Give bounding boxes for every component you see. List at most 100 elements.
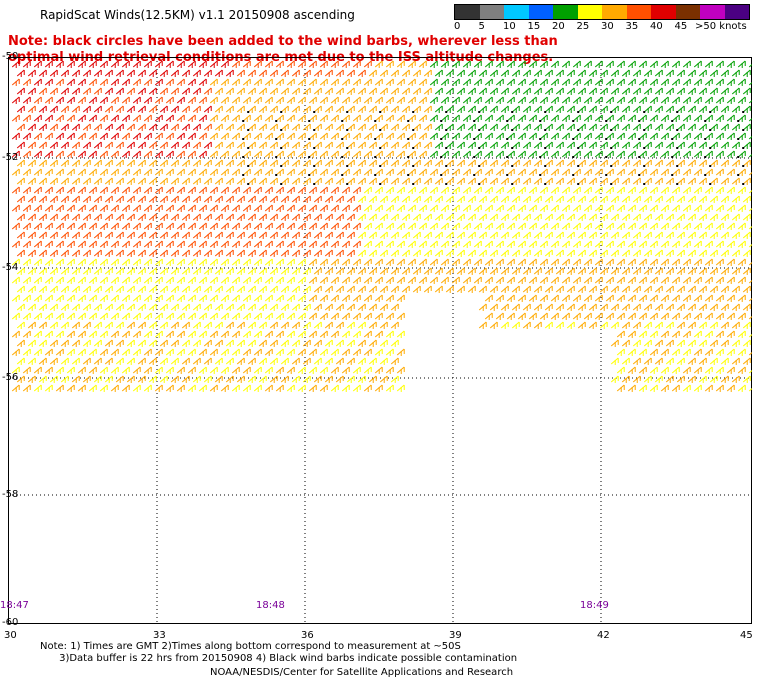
lat-tick--52: -52: [2, 152, 19, 163]
wind-barb: [500, 87, 509, 95]
wind-barb: [280, 357, 289, 365]
wind-barb: [121, 96, 130, 104]
wind-barb: [533, 321, 542, 329]
wind-barb: [159, 339, 168, 347]
wind-barb: [654, 339, 663, 347]
wind-barb: [209, 96, 218, 104]
wind-barb: [539, 258, 548, 266]
wind-barb: [379, 177, 388, 185]
wind-barb: [445, 267, 454, 275]
wind-barb: [539, 132, 548, 140]
wind-barb: [242, 384, 251, 392]
wind-barb: [478, 231, 487, 239]
wind-barb: [209, 222, 218, 230]
wind-barb: [665, 141, 674, 149]
wind-barb: [396, 132, 405, 140]
wind-barb: [649, 348, 658, 356]
wind-barb: [654, 321, 663, 329]
wind-barb: [720, 303, 729, 311]
wind-barb: [264, 222, 273, 230]
wind-barb: [170, 105, 179, 113]
wind-barb: [731, 303, 740, 311]
wind-barb: [44, 276, 53, 284]
wind-barb: [242, 204, 251, 212]
wind-barb: [687, 213, 696, 221]
time-label-2: 18:49: [580, 600, 609, 611]
wind-barb: [176, 186, 185, 194]
wind-barb: [539, 240, 548, 248]
wind-barb: [676, 267, 685, 275]
wind-barb: [49, 285, 58, 293]
wind-barb: [396, 168, 405, 176]
wind-barb: [731, 141, 740, 149]
wind-barb: [220, 330, 229, 338]
wind-barb: [396, 240, 405, 248]
wind-barb: [594, 60, 603, 68]
wind-barb: [27, 339, 36, 347]
wind-barb: [33, 366, 42, 374]
wind-barb: [346, 177, 355, 185]
wind-barb: [709, 231, 718, 239]
wind-barb: [671, 312, 680, 320]
wind-barb: [308, 150, 317, 158]
wind-barb: [632, 375, 641, 383]
wind-barb: [489, 303, 498, 311]
wind-barb: [616, 258, 625, 266]
wind-barb: [407, 60, 416, 68]
wind-barb: [709, 375, 718, 383]
wind-barb: [77, 132, 86, 140]
wind-barb: [467, 87, 476, 95]
wind-barb: [698, 357, 707, 365]
wind-barb: [93, 213, 102, 221]
wind-barb: [561, 222, 570, 230]
wind-barb: [610, 339, 619, 347]
wind-barb: [374, 96, 383, 104]
wind-barb: [154, 222, 163, 230]
wind-barb: [643, 213, 652, 221]
wind-barb: [687, 303, 696, 311]
wind-barb: [269, 303, 278, 311]
wind-barb: [181, 375, 190, 383]
wind-barb: [693, 132, 702, 140]
wind-barb: [627, 60, 636, 68]
wind-barb: [115, 267, 124, 275]
wind-barb: [143, 366, 152, 374]
wind-barb: [115, 105, 124, 113]
wind-barb: [236, 357, 245, 365]
wind-barb: [225, 303, 234, 311]
wind-barb: [511, 321, 520, 329]
wind-barb: [731, 375, 740, 383]
wind-barb: [649, 222, 658, 230]
wind-barb: [511, 267, 520, 275]
wind-barb: [121, 240, 130, 248]
credit-line: NOAA/NESDIS/Center for Satellite Applica…: [210, 667, 514, 678]
wind-barb: [616, 204, 625, 212]
wind-barb: [308, 294, 317, 302]
wind-barb: [566, 87, 575, 95]
wind-barb: [280, 267, 289, 275]
wind-barb: [572, 258, 581, 266]
wind-barb: [698, 69, 707, 77]
wind-barb: [737, 168, 746, 176]
wind-barb: [506, 60, 515, 68]
wind-barb: [533, 195, 542, 203]
wind-barb: [170, 69, 179, 77]
wind-barb: [99, 78, 108, 86]
wind-barb: [319, 222, 328, 230]
wind-barb: [55, 240, 64, 248]
wind-barb: [77, 150, 86, 158]
wind-barb: [187, 258, 196, 266]
wind-barb: [709, 159, 718, 167]
wind-barb: [302, 321, 311, 329]
wind-barb: [49, 87, 58, 95]
legend-label-3: 15: [527, 21, 541, 32]
wind-barb: [737, 312, 746, 320]
wind-barb: [308, 366, 317, 374]
wind-barb: [709, 177, 718, 185]
wind-barb: [676, 141, 685, 149]
wind-barb: [286, 78, 295, 86]
wind-barb: [440, 132, 449, 140]
wind-barb: [44, 240, 53, 248]
wind-barb: [638, 384, 647, 392]
wind-barb: [319, 384, 328, 392]
